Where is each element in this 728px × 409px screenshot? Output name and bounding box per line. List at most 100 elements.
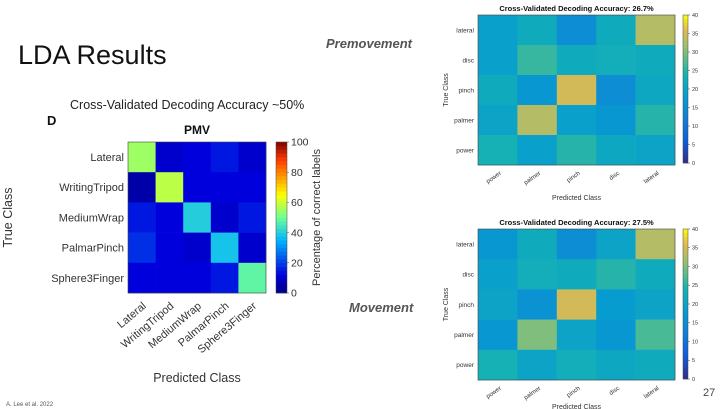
colorbar-segment [683,144,688,149]
heatmap-cell [238,232,267,264]
colorbar-tick-label: 40 [692,227,698,233]
heatmap-cell [128,142,156,173]
y-tick-label: MediumWrap [59,212,124,224]
colorbar-segment [683,66,688,71]
colorbar-segment [683,92,688,97]
colorbar-segment [276,281,287,286]
heatmap-cell [556,15,597,46]
footnote: A. Lee et al. 2022 [6,402,54,408]
x-tick-label: pinch [566,170,583,185]
heatmap-cell [210,142,239,173]
colorbar-segment [683,285,688,290]
colorbar-segment [276,240,287,245]
colorbar-segment [683,126,688,130]
heatmap-cell [238,172,267,203]
heatmap-cell [556,45,597,76]
premovement-label: Premovement [326,36,412,51]
colorbar-segment [683,55,688,60]
colorbar-segment [683,15,688,19]
colorbar-segment [276,142,287,147]
heatmap-cell [210,202,239,233]
y-tick-label: pinch [458,302,474,309]
x-tick-label: power [485,385,503,400]
heatmap-cell [183,262,212,294]
heatmap-cell [155,172,184,203]
colorbar-segment [683,236,688,241]
heatmap-cell [478,15,518,46]
colorbar-segment [683,151,688,156]
colorbar-segment [683,364,688,369]
heatmap-cell [556,105,597,136]
heatmap-cell [596,259,636,290]
colorbar-segment [683,371,688,376]
colorbar-segment [683,247,688,252]
colorbar-segment [683,85,688,90]
left-accuracy-text: Cross-Validated Decoding Accuracy ~50% [70,98,305,112]
heatmap-cell [556,259,597,290]
colorbar-segment [683,341,688,346]
slide-title: LDA Results [18,40,167,70]
colorbar-segment [276,179,287,184]
y-tick-label: lateral [456,27,474,34]
colorbar-segment [683,40,688,45]
colorbar-segment [683,118,688,123]
colorbar-segment [683,44,688,49]
colorbar-tick-label: 5 [692,142,695,148]
colorbar-segment [276,285,287,290]
colorbar-segment [683,300,688,305]
heatmap-cell [517,289,558,320]
x-axis-label: Predicted Class [153,371,241,385]
heatmap-cell [517,135,558,166]
colorbar-segment [276,228,287,233]
colorbar-tick-label: 0 [692,377,695,383]
colorbar-tick-label: 15 [692,105,698,111]
x-tick-label: disc [608,385,621,397]
colorbar-segment [683,122,688,127]
colorbar-segment [683,89,688,93]
y-tick-label: palmer [454,117,475,124]
colorbar-segment [276,247,287,252]
x-tick-label: pinch [566,385,583,400]
y-tick-label: lateral [456,241,474,248]
heatmap-cell [596,289,636,320]
colorbar-segment [683,111,688,116]
heatmap-cell [478,105,518,136]
heatmap-cell [556,349,597,381]
colorbar-tick-label: 0 [291,288,297,300]
heatmap-cell [517,45,558,76]
colorbar-segment [276,236,287,241]
y-tick-label: pinch [458,87,474,94]
colorbar-segment [683,356,688,361]
heatmap-cell [635,15,676,46]
x-tick-label: palmer [523,170,543,187]
heatmap-cell [635,45,676,76]
x-tick-label: disc [608,170,621,182]
heatmap-cell [635,229,676,260]
colorbar-segment [276,187,287,192]
y-tick-label: Lateral [90,152,124,164]
colorbar-segment [276,251,287,256]
colorbar-segment [683,26,688,31]
colorbar-segment [683,63,688,68]
heatmap-cell [183,142,212,173]
y-tick-label: Sphere3Finger [51,273,124,285]
heatmap-cell [155,142,184,173]
colorbar-segment [276,209,287,215]
colorbar-segment [683,70,688,75]
y-tick-label: disc [462,272,474,279]
colorbar-segment [276,149,287,154]
colorbar-segment [276,262,287,267]
colorbar-segment [683,289,688,294]
heatmap-cell [128,232,156,264]
heatmap-frame [127,141,267,294]
heatmap-cell [517,105,558,136]
heatmap-cell [183,232,212,264]
colorbar-segment [276,217,287,222]
movement-confusion-matrix: Cross-Validated Decoding Accuracy: 27.5%… [443,218,698,409]
colorbar-segment [683,148,688,153]
heatmap-cell [238,202,267,233]
colorbar-segment [683,37,688,42]
colorbar-segment [276,266,287,271]
panel-letter: D [47,113,57,128]
heatmap-cell [596,75,636,106]
